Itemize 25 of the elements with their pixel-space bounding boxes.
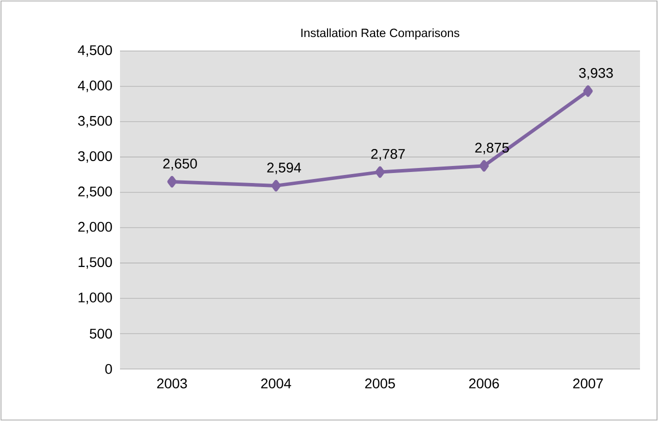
data-label: 3,933	[579, 68, 613, 80]
y-tick-label: 2,000	[78, 222, 112, 234]
data-label: 2,594	[267, 162, 302, 174]
point	[375, 166, 385, 178]
x-tick-label: 2004	[261, 378, 292, 388]
x-tick-label: 2006	[469, 378, 499, 388]
x-tick-label: 2003	[157, 378, 187, 388]
y-tick-label: 4,500	[78, 45, 112, 57]
x-tick-label: 2005	[365, 378, 395, 388]
data-label: 2,787	[371, 149, 405, 161]
y-tick-label: 3,000	[78, 151, 112, 163]
y-tick-label: 2,500	[78, 186, 112, 198]
x-tick-label: 2007	[573, 378, 603, 388]
y-tick-label: 3,500	[78, 116, 112, 128]
point	[167, 176, 177, 188]
y-tick-label: 4,000	[78, 80, 112, 92]
y-tick-label: 1,000	[78, 292, 112, 304]
point	[479, 160, 489, 172]
y-tick-label: 1,500	[78, 257, 112, 269]
point	[583, 85, 593, 97]
point	[271, 180, 281, 192]
data-label: 2,650	[163, 158, 197, 170]
chart-title: Installation Rate Comparisons	[301, 28, 460, 40]
y-tick-label: 500	[90, 328, 112, 339]
y-tick-label: 0	[105, 364, 112, 374]
